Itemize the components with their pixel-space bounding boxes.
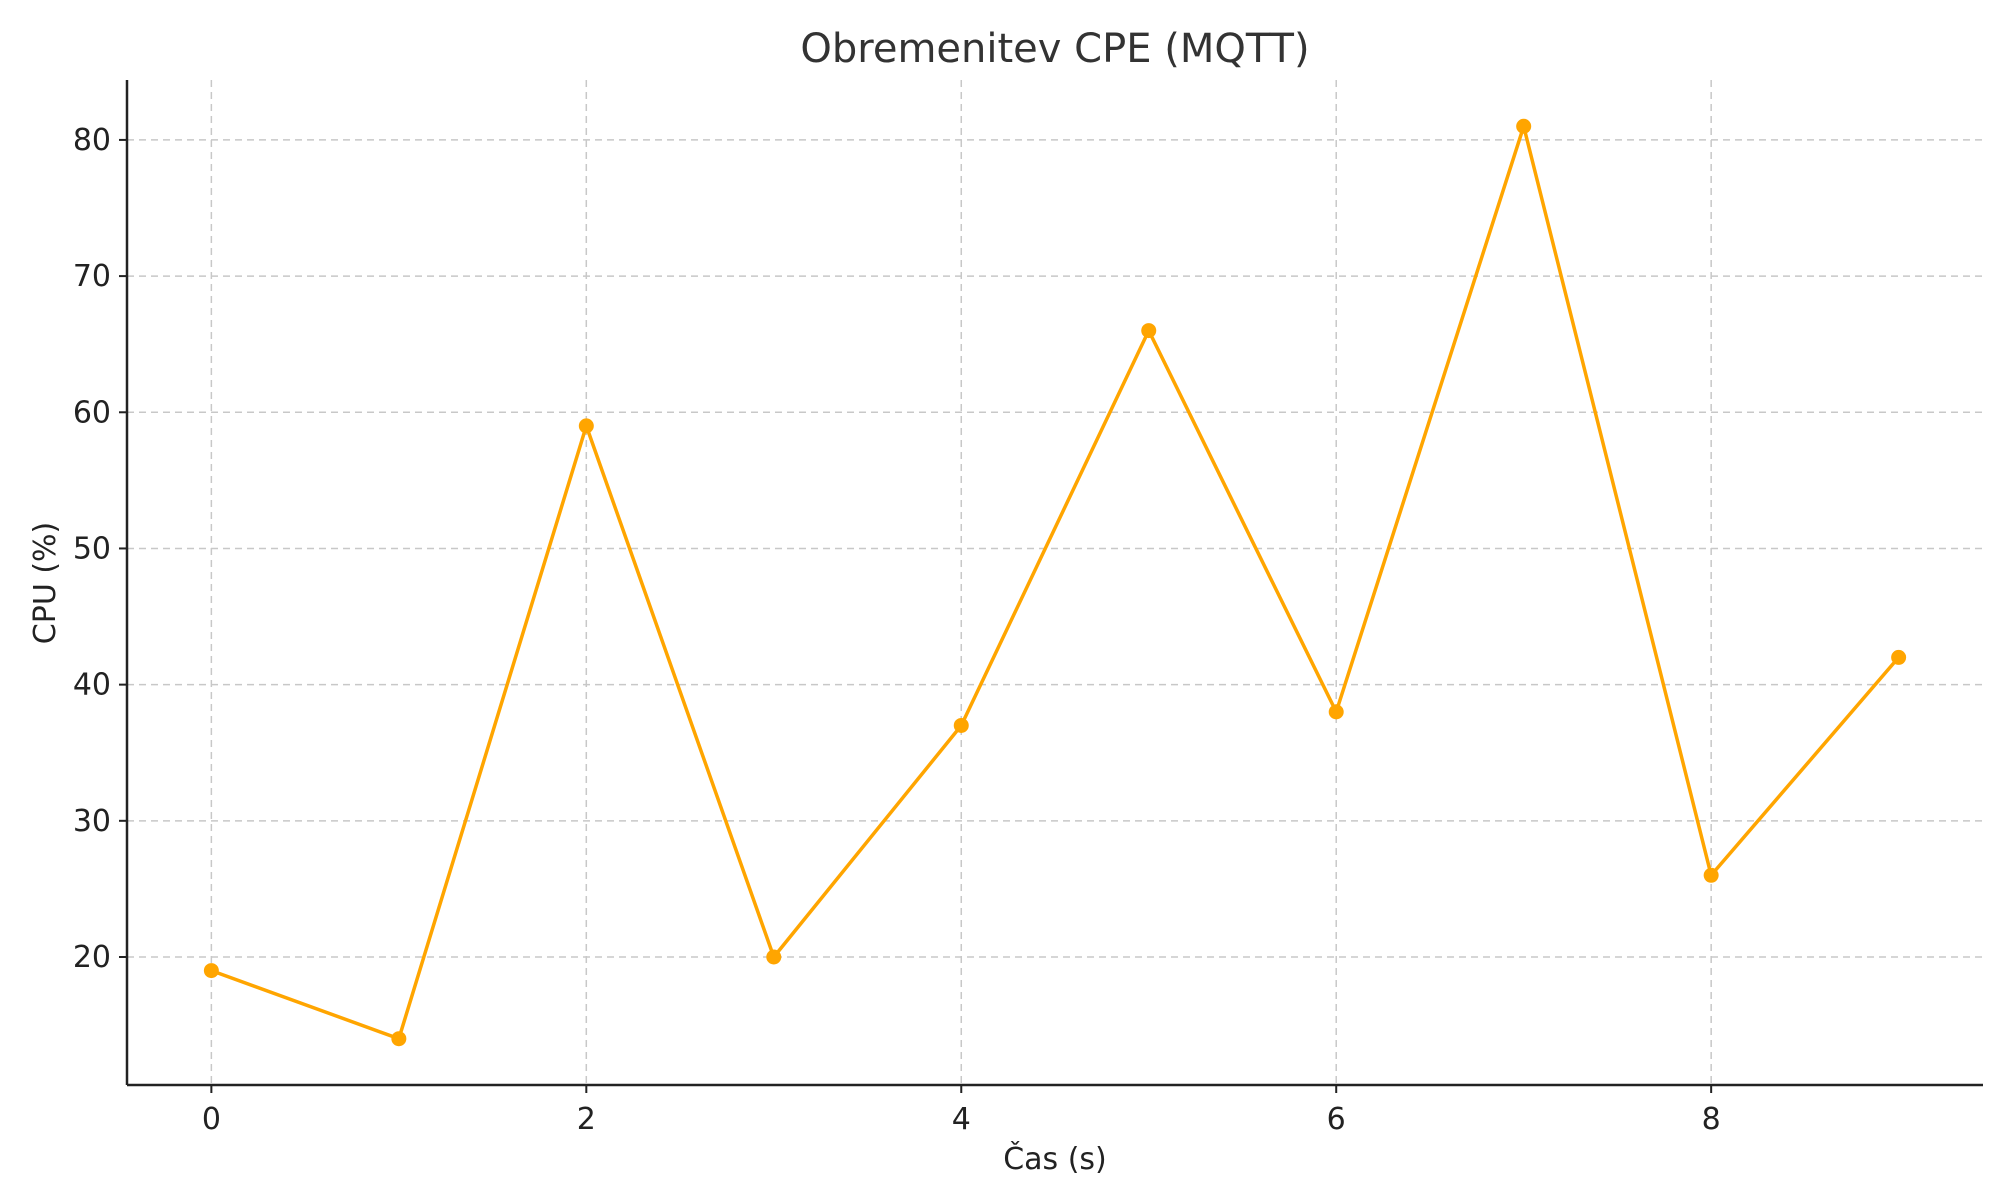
y-tick-label-80: 80 bbox=[73, 123, 111, 158]
data-point-0 bbox=[203, 963, 219, 979]
data-point-5 bbox=[1141, 323, 1157, 339]
y-tick-label-40: 40 bbox=[73, 668, 111, 703]
data-point-9 bbox=[1891, 649, 1907, 665]
x-tick-label-6: 6 bbox=[1327, 1102, 1346, 1137]
data-point-8 bbox=[1703, 867, 1719, 883]
x-tick-label-4: 4 bbox=[952, 1102, 971, 1137]
y-tick-label-50: 50 bbox=[73, 531, 111, 566]
y-tick-label-70: 70 bbox=[73, 259, 111, 294]
y-tick-label-60: 60 bbox=[73, 395, 111, 430]
data-point-7 bbox=[1516, 118, 1532, 134]
x-tick-label-8: 8 bbox=[1702, 1102, 1721, 1137]
axes-spines bbox=[125, 80, 1983, 1087]
data-point-3 bbox=[766, 949, 782, 965]
y-axis-label: CPU (%) bbox=[28, 522, 63, 644]
data-point-6 bbox=[1328, 704, 1344, 720]
x-tick-label-0: 0 bbox=[202, 1102, 221, 1137]
y-tick-label-20: 20 bbox=[73, 940, 111, 975]
x-tick-label-2: 2 bbox=[577, 1102, 596, 1137]
y-tick-label-30: 30 bbox=[73, 804, 111, 839]
chart-title: Obremenitev CPE (MQTT) bbox=[800, 26, 1309, 72]
series-cpu bbox=[203, 118, 1907, 1047]
series-line-0 bbox=[210, 124, 1900, 1041]
grid-lines bbox=[127, 80, 1983, 1085]
x-axis-label: Čas (s) bbox=[1003, 1140, 1107, 1177]
data-point-1 bbox=[391, 1031, 407, 1047]
axis-ticks: 0 2 4 6 8 20 30 40 50 60 70 80 bbox=[73, 123, 1721, 1137]
data-point-4 bbox=[953, 717, 969, 733]
data-point-2 bbox=[578, 418, 594, 434]
